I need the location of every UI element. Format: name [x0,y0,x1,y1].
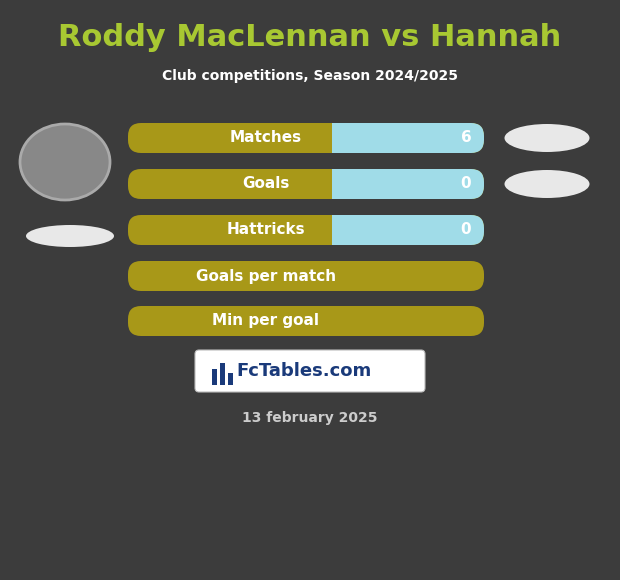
FancyBboxPatch shape [128,261,484,291]
Text: Club competitions, Season 2024/2025: Club competitions, Season 2024/2025 [162,69,458,83]
FancyBboxPatch shape [306,169,484,199]
Bar [220,363,225,385]
Bar [212,369,217,385]
Text: 0: 0 [461,176,471,191]
Bar [228,373,233,385]
Ellipse shape [26,225,114,247]
Text: Roddy MacLennan vs Hannah: Roddy MacLennan vs Hannah [58,24,562,53]
Ellipse shape [505,170,590,198]
FancyBboxPatch shape [306,123,484,153]
Text: 6: 6 [461,130,471,146]
FancyBboxPatch shape [306,169,332,199]
FancyBboxPatch shape [128,215,484,245]
Ellipse shape [20,124,110,200]
FancyBboxPatch shape [128,123,484,153]
FancyBboxPatch shape [306,215,484,245]
Text: Goals: Goals [242,176,290,191]
FancyBboxPatch shape [306,123,332,153]
FancyBboxPatch shape [306,215,332,245]
Text: Hattricks: Hattricks [227,223,305,237]
Text: 13 february 2025: 13 february 2025 [242,411,378,425]
FancyBboxPatch shape [128,306,484,336]
FancyBboxPatch shape [195,350,425,392]
Text: FcTables.com: FcTables.com [236,362,371,380]
Text: Min per goal: Min per goal [213,314,319,328]
Text: Goals per match: Goals per match [196,269,336,284]
Text: Matches: Matches [230,130,302,146]
FancyBboxPatch shape [128,169,484,199]
Ellipse shape [505,124,590,152]
Text: 0: 0 [461,223,471,237]
